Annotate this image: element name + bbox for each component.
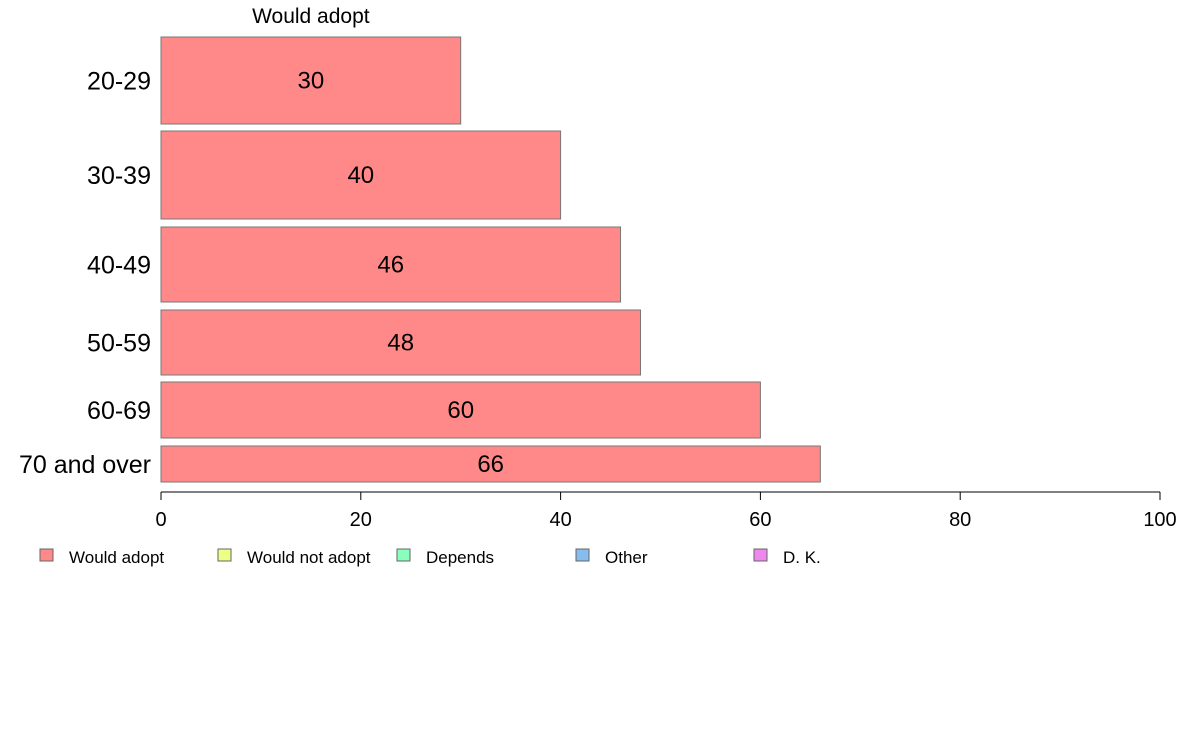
bar-value-label: 66 bbox=[477, 451, 504, 478]
category-label: 20-29 bbox=[87, 68, 151, 96]
category-label: 50-59 bbox=[87, 330, 151, 358]
column-title-layer: Would adopt bbox=[252, 5, 370, 28]
x-tick-label: 20 bbox=[350, 509, 372, 531]
bar-segment bbox=[160, 445, 821, 483]
legend-label: Depends bbox=[426, 548, 494, 567]
x-tick-label: 60 bbox=[749, 509, 771, 531]
x-axis: 0 20 40 60 80 100 bbox=[155, 491, 1177, 531]
bars-layer: 20-29 30 30-39 40 40-49 46 50-59 48 60-69 60 70 an… bbox=[19, 36, 821, 483]
legend-swatch bbox=[39, 548, 54, 562]
bar-segment bbox=[160, 226, 622, 303]
legend-swatch bbox=[396, 548, 411, 562]
x-tick-label: 0 bbox=[155, 509, 166, 531]
category-label: 60-69 bbox=[87, 397, 151, 425]
legend-label: Would adopt bbox=[69, 548, 164, 567]
bar-value-label: 30 bbox=[297, 68, 324, 95]
bar-segment bbox=[160, 309, 642, 376]
x-tick-label: 100 bbox=[1143, 509, 1176, 531]
bar-value-label: 60 bbox=[447, 397, 474, 424]
x-tick-label: 40 bbox=[549, 509, 571, 531]
legend: Would adopt Would not adopt Depends Other D.… bbox=[39, 548, 821, 567]
bar-segment bbox=[160, 36, 462, 125]
category-label: 40-49 bbox=[87, 252, 151, 280]
bar-value-label: 48 bbox=[387, 330, 414, 357]
legend-label: D. K. bbox=[783, 548, 821, 567]
bar-value-label: 46 bbox=[377, 252, 404, 279]
column-title: Would adopt bbox=[252, 5, 370, 28]
x-tick-label: 80 bbox=[949, 509, 971, 531]
category-label: 70 and over bbox=[19, 451, 151, 479]
bar-segment bbox=[160, 130, 562, 220]
legend-swatch bbox=[217, 548, 232, 562]
legend-label: Other bbox=[605, 548, 648, 567]
bar-value-label: 40 bbox=[347, 162, 374, 189]
bar-segment bbox=[160, 381, 761, 439]
legend-swatch bbox=[575, 548, 590, 562]
category-label: 30-39 bbox=[87, 162, 151, 190]
legend-label: Would not adopt bbox=[247, 548, 371, 567]
legend-swatch bbox=[753, 548, 768, 562]
